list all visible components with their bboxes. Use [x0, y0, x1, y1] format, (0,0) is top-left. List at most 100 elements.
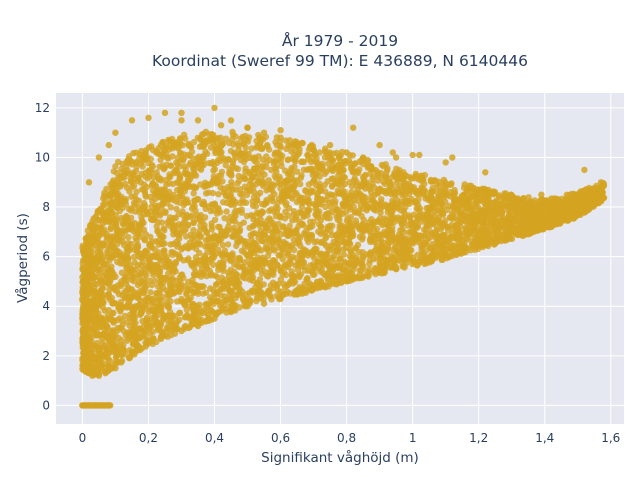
data-point: [205, 259, 213, 266]
data-point: [350, 263, 358, 270]
data-point: [224, 184, 231, 191]
data-point: [251, 154, 258, 161]
data-point: [224, 281, 231, 288]
data-point: [498, 217, 505, 224]
data-point: [297, 234, 304, 241]
data-point: [219, 241, 226, 249]
data-point: [167, 241, 174, 248]
data-point: [125, 240, 132, 247]
data-point: [314, 191, 321, 198]
data-point: [166, 282, 174, 289]
data-point: [181, 135, 189, 142]
data-point: [382, 256, 389, 264]
data-point: [204, 243, 211, 251]
data-point: [304, 252, 311, 259]
data-point: [508, 205, 515, 212]
data-point: [367, 232, 375, 239]
data-point: [227, 169, 234, 176]
data-point: [173, 205, 180, 213]
data-point: [514, 208, 522, 215]
data-point: [290, 208, 298, 215]
data-point: [389, 197, 396, 204]
data-point: [393, 179, 400, 186]
data-point: [188, 235, 196, 242]
data-point: [334, 187, 341, 194]
data-point: [165, 188, 173, 196]
data-point: [241, 183, 249, 190]
data-point: [304, 207, 312, 214]
data-point: [141, 173, 149, 180]
data-point: [448, 251, 455, 258]
data-point: [140, 154, 147, 162]
data-point: [341, 180, 349, 188]
data-point: [217, 251, 225, 258]
data-point: [414, 251, 421, 259]
data-point: [463, 189, 471, 196]
data-point: [322, 229, 329, 236]
data-point: [173, 231, 181, 238]
data-point: [381, 268, 388, 275]
data-point: [413, 190, 421, 198]
data-point: [340, 232, 347, 240]
data-point: [209, 189, 217, 197]
data-point: [185, 285, 192, 292]
data-point: [163, 325, 171, 333]
data-point: [185, 244, 192, 252]
data-point: [296, 273, 303, 281]
data-point: [129, 183, 136, 191]
data-point: [397, 215, 404, 222]
data-point: [317, 250, 325, 257]
data-point: [90, 227, 97, 234]
data-point: [190, 227, 197, 234]
data-point: [196, 249, 203, 257]
data-point: [454, 216, 461, 224]
data-point: [242, 144, 249, 151]
data-point: [254, 280, 261, 287]
data-point: [210, 161, 218, 168]
data-point: [362, 171, 369, 179]
data-point: [381, 215, 388, 222]
data-point: [95, 232, 102, 240]
data-point: [288, 184, 296, 191]
data-point: [146, 240, 154, 247]
data-point: [563, 191, 570, 198]
data-point: [167, 319, 174, 326]
data-point: [289, 195, 296, 202]
data-point: [242, 155, 249, 163]
data-point: [265, 288, 272, 296]
data-point: [240, 219, 247, 226]
data-point: [328, 191, 336, 199]
data-point: [318, 165, 325, 172]
data-point: [418, 247, 425, 254]
data-point: [364, 158, 371, 165]
data-point: [250, 239, 257, 247]
data-point: [440, 220, 447, 227]
data-point: [148, 296, 155, 303]
data-point: [90, 215, 97, 222]
data-point: [196, 227, 204, 234]
data-point: [191, 169, 198, 176]
data-point: [209, 252, 216, 259]
data-point: [253, 144, 260, 151]
data-point: [139, 258, 146, 265]
data-point: [140, 211, 147, 218]
data-point: [409, 224, 417, 232]
data-point: [294, 168, 301, 175]
data-point: [175, 283, 182, 290]
data-point: [203, 229, 210, 236]
data-point: [109, 329, 116, 337]
data-point: [344, 215, 351, 222]
data-point: [153, 318, 161, 325]
data-point: [260, 231, 267, 238]
data-point: [256, 134, 263, 141]
data-point: [174, 161, 181, 168]
data-point: [222, 301, 230, 309]
data-point: [449, 231, 456, 238]
data-point: [181, 216, 189, 224]
data-point: [177, 149, 185, 157]
data-point: [236, 290, 243, 298]
data-point: [258, 163, 265, 170]
data-point: [414, 216, 422, 223]
data-point: [157, 151, 165, 158]
data-point: [167, 287, 175, 294]
